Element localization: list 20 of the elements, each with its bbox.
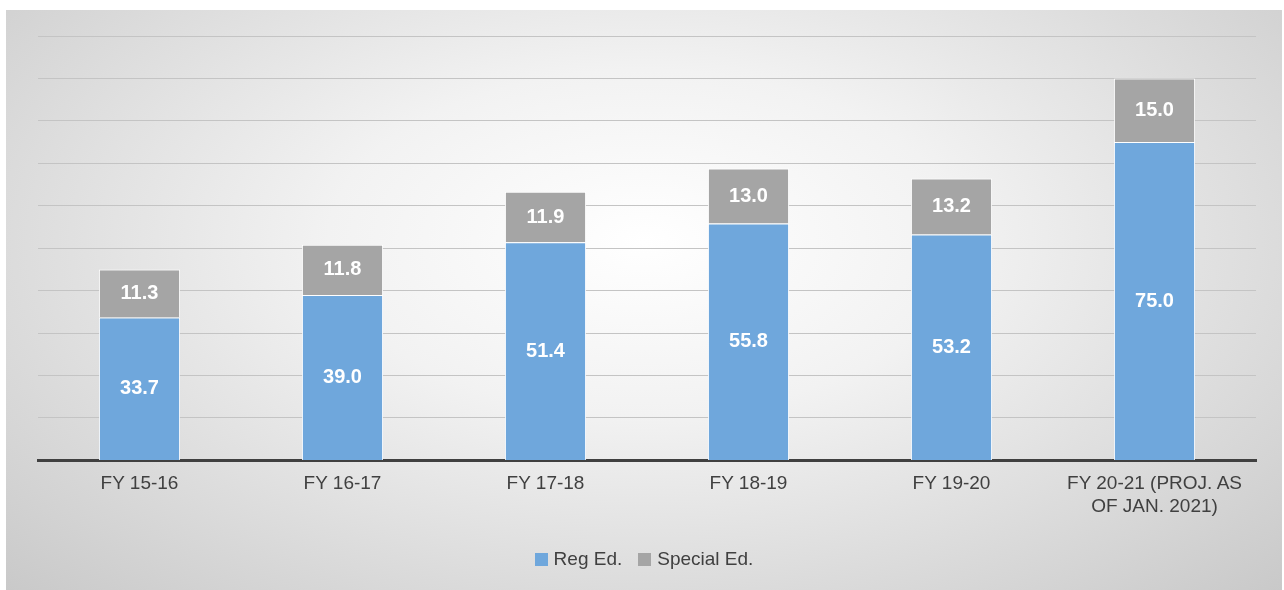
data-label: 55.8: [729, 329, 768, 352]
data-label: 11.3: [120, 280, 159, 303]
data-label: 13.0: [729, 183, 768, 206]
data-label: 13.2: [932, 194, 971, 217]
data-label: 33.7: [120, 376, 159, 399]
x-tick-label: FY 20-21 (PROJ. AS OF JAN. 2021): [1067, 472, 1242, 516]
data-label: 11.9: [526, 204, 565, 227]
x-tick-label: FY 19-20: [912, 472, 991, 494]
data-label: 51.4: [526, 338, 566, 361]
data-label: 75.0: [1135, 288, 1174, 311]
x-tick-label: FY 16-17: [303, 472, 382, 494]
legend-label: Reg Ed.: [553, 548, 623, 570]
x-tick-label: FY 18-19: [709, 472, 788, 494]
x-tick-label: FY 17-18: [506, 472, 585, 494]
data-label: 15.0: [1135, 97, 1174, 120]
legend-label: Special Ed.: [657, 548, 754, 570]
data-label: 39.0: [323, 364, 362, 387]
data-label: 53.2: [932, 334, 971, 357]
data-label: 11.8: [323, 257, 362, 280]
x-tick-label: FY 15-16: [100, 472, 179, 494]
